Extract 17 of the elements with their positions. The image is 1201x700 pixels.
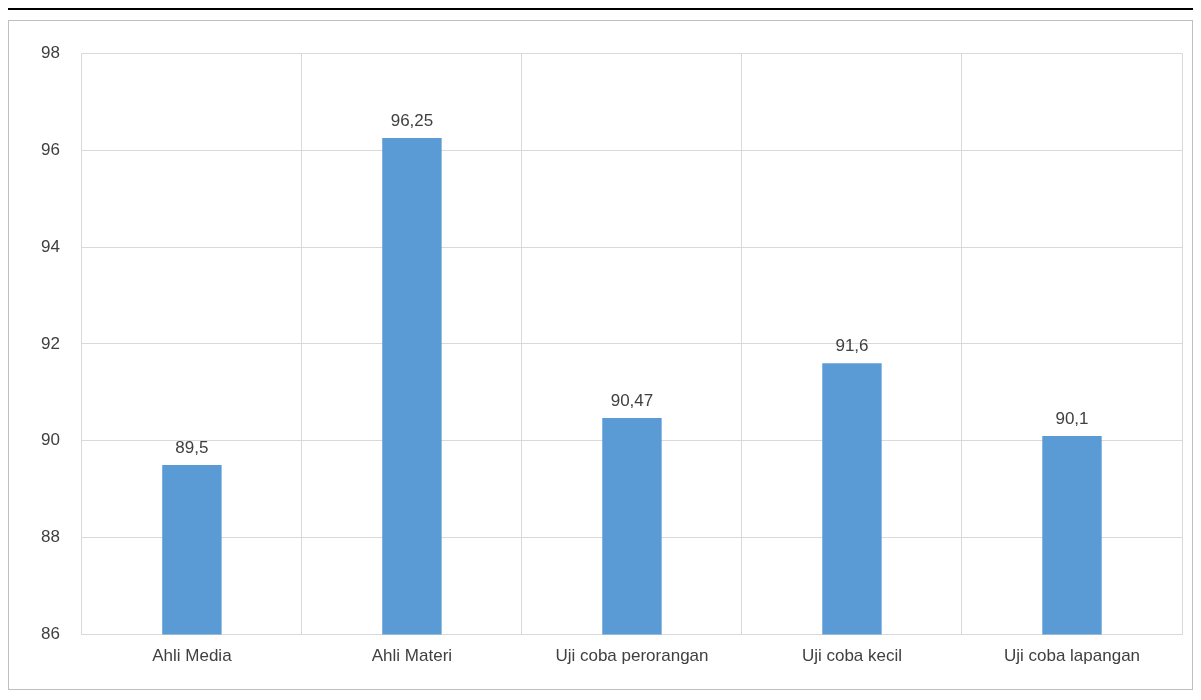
- data-label: 96,25: [390, 111, 434, 131]
- data-label: 91,6: [835, 336, 869, 356]
- x-tick-label: Uji coba perorangan: [555, 646, 709, 666]
- x-tick-label: Uji coba kecil: [801, 646, 903, 666]
- x-tick-label: Ahli Media: [152, 646, 233, 666]
- y-tick-label: 94: [40, 236, 60, 256]
- x-tick-label: Ahli Materi: [371, 646, 453, 666]
- y-tick-label: 98: [40, 42, 60, 62]
- y-tick-label: 86: [40, 624, 60, 644]
- y-tick-label: 88: [40, 527, 60, 547]
- x-tick-label: Uji coba lapangan: [1003, 646, 1141, 666]
- y-tick-label: 92: [40, 333, 60, 353]
- data-label: 89,5: [175, 438, 209, 458]
- y-tick-label: 96: [40, 139, 60, 159]
- data-label: 90,47: [610, 391, 654, 411]
- data-label: 90,1: [1055, 409, 1089, 429]
- y-tick-label: 90: [40, 430, 60, 450]
